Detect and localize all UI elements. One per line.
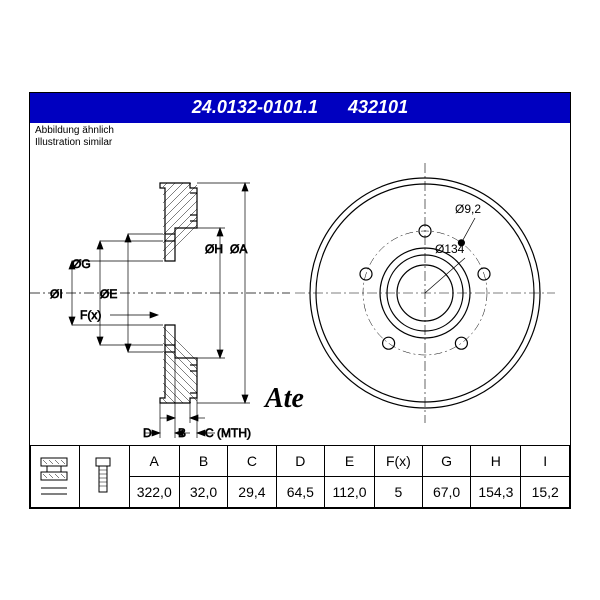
label-hole-dia: Ø9,2	[455, 202, 481, 216]
label-C: C (MTH)	[205, 426, 251, 440]
part-number-1: 24.0132-0101.1	[192, 97, 318, 118]
header-C: C	[228, 445, 276, 476]
header-I: I	[521, 445, 570, 476]
value-I: 15,2	[521, 476, 570, 507]
label-center-dia: Ø134	[435, 242, 465, 256]
header-D: D	[276, 445, 324, 476]
value-C: 29,4	[228, 476, 276, 507]
spec-table: A B C D E F(x) G H I 322,0 32,0 29,4 64,…	[30, 445, 570, 508]
label-E: ØE	[100, 287, 117, 301]
disc-icon-cell	[31, 445, 80, 507]
header-E: E	[325, 445, 375, 476]
header-bar: 24.0132-0101.1 432101	[30, 93, 570, 123]
brand-logo: Ate	[265, 383, 304, 415]
label-G: ØG	[72, 257, 91, 271]
label-D: D	[143, 426, 152, 440]
drawing-container: 24.0132-0101.1 432101 Abbildung ähnlich …	[29, 92, 571, 509]
spec-table-area: A B C D E F(x) G H I 322,0 32,0 29,4 64,…	[30, 445, 570, 508]
table-header-row: A B C D E F(x) G H I	[31, 445, 570, 476]
value-H: 154,3	[471, 476, 521, 507]
label-F: F(x)	[80, 308, 101, 322]
label-I: ØI	[50, 287, 63, 301]
value-D: 64,5	[276, 476, 324, 507]
label-B: B	[178, 426, 186, 440]
label-A: ØA	[230, 242, 247, 256]
part-number-2: 432101	[348, 97, 408, 118]
subtitle-de: Abbildung ähnlich	[35, 125, 114, 137]
diagram-area: ØI ØG ØE F(x)	[30, 143, 570, 443]
disc-section-icon	[33, 452, 75, 500]
header-B: B	[179, 445, 227, 476]
value-E: 112,0	[325, 476, 375, 507]
value-G: 67,0	[422, 476, 470, 507]
header-H: H	[471, 445, 521, 476]
header-G: G	[422, 445, 470, 476]
bolt-icon	[82, 452, 124, 500]
header-F: F(x)	[374, 445, 422, 476]
bolt-icon-cell	[80, 445, 129, 507]
value-B: 32,0	[179, 476, 227, 507]
value-A: 322,0	[129, 476, 179, 507]
label-H: ØH	[205, 242, 223, 256]
value-F: 5	[374, 476, 422, 507]
header-A: A	[129, 445, 179, 476]
